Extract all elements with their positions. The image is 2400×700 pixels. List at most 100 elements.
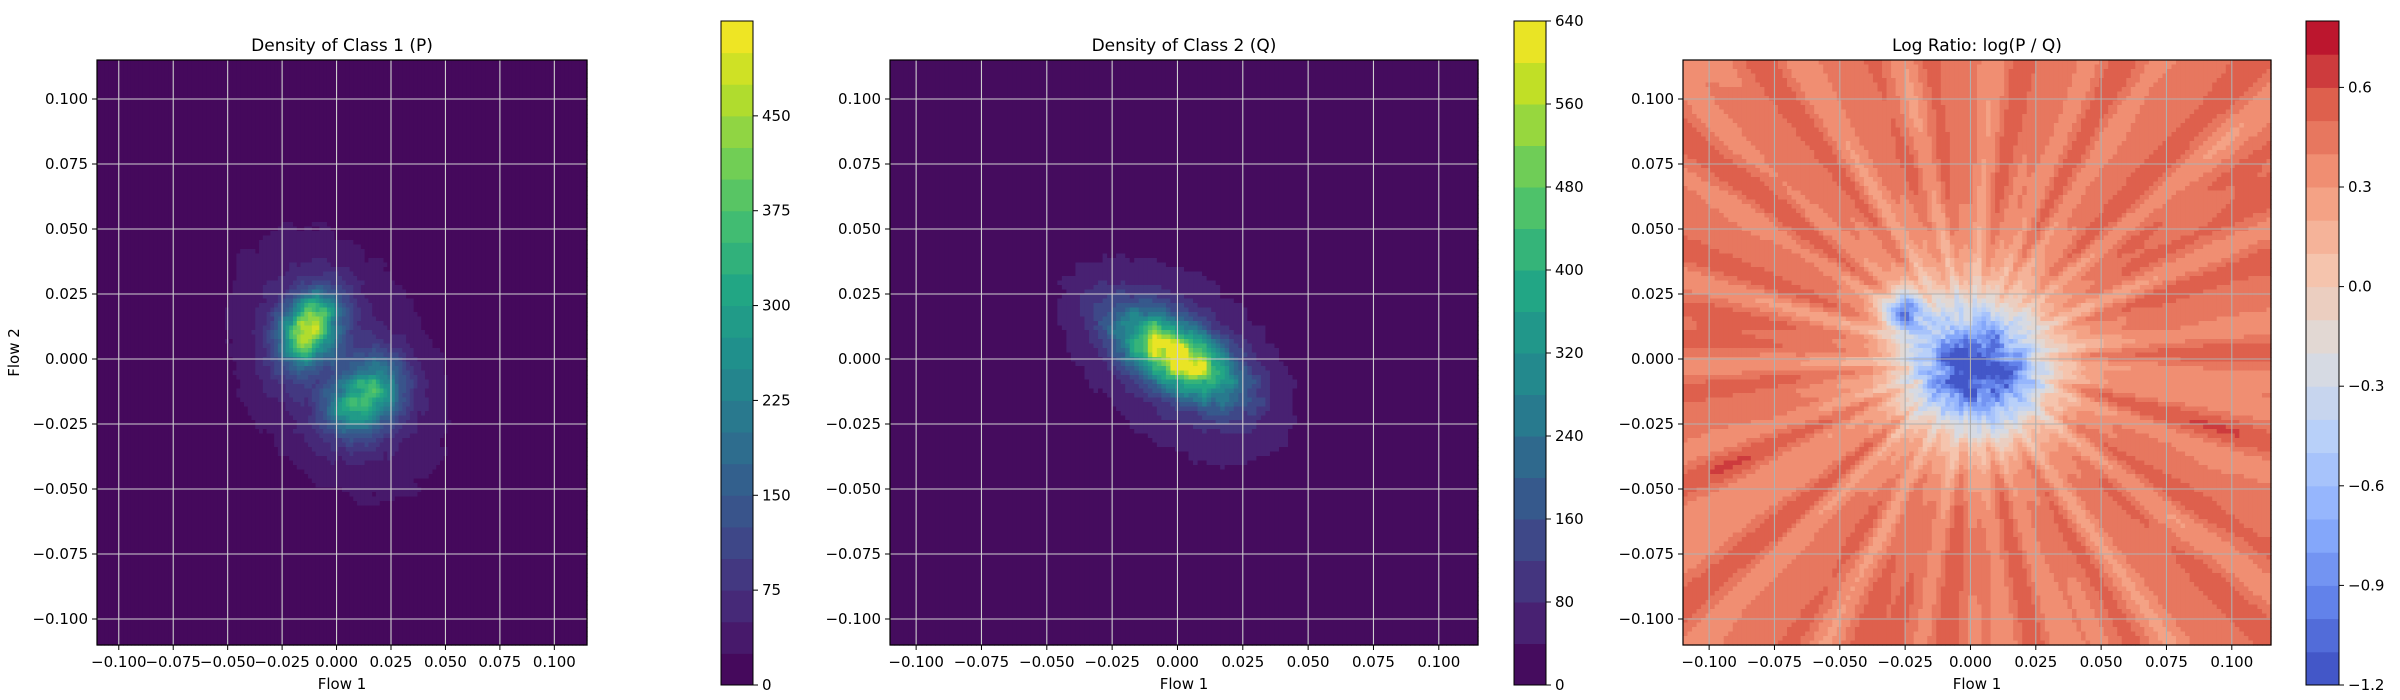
heatmap-cell <box>289 141 293 146</box>
heatmap-cell <box>203 83 207 88</box>
heatmap-cell <box>410 146 414 151</box>
heatmap-cell <box>512 65 516 70</box>
heatmap-cell <box>357 141 361 146</box>
heatmap-cell <box>285 173 289 178</box>
heatmap-cell <box>191 150 195 155</box>
heatmap-cell <box>338 74 342 79</box>
heatmap-cell <box>184 78 188 83</box>
heatmap-cell <box>270 69 274 74</box>
heatmap-cell <box>512 110 516 115</box>
heatmap-cell <box>289 155 293 160</box>
heatmap-cell <box>304 137 308 142</box>
heatmap-cell <box>221 60 225 65</box>
heatmap-cell <box>402 128 406 133</box>
heatmap-cell <box>481 150 485 155</box>
heatmap-cell <box>195 119 199 124</box>
heatmap-cell <box>248 74 252 79</box>
heatmap-cell <box>259 65 263 70</box>
heatmap-cell <box>135 141 139 146</box>
heatmap-cell <box>459 78 463 83</box>
heatmap-cell <box>267 137 271 142</box>
heatmap-cell <box>549 150 553 155</box>
heatmap-cell <box>135 128 139 133</box>
heatmap-cell <box>293 173 297 178</box>
heatmap-cell <box>270 141 274 146</box>
heatmap-cell <box>350 132 354 137</box>
heatmap-cell <box>500 74 504 79</box>
heatmap-cell <box>549 119 553 124</box>
heatmap-cell <box>368 123 372 128</box>
heatmap-cell <box>150 92 154 97</box>
heatmap-cell <box>530 146 534 151</box>
heatmap-cell <box>357 114 361 119</box>
heatmap-cell <box>270 83 274 88</box>
heatmap-cell <box>504 78 508 83</box>
heatmap-cell <box>131 159 135 164</box>
heatmap-cell <box>523 110 527 115</box>
heatmap-cell <box>112 110 116 115</box>
heatmap-cell <box>312 69 316 74</box>
heatmap-cell <box>515 78 519 83</box>
heatmap-cell <box>410 114 414 119</box>
heatmap-cell <box>338 65 342 70</box>
heatmap-cell <box>561 87 565 92</box>
heatmap-cell <box>429 114 433 119</box>
heatmap-cell <box>120 78 124 83</box>
heatmap-cell <box>361 123 365 128</box>
heatmap-cell <box>549 69 553 74</box>
heatmap-cell <box>138 137 142 142</box>
heatmap-cell <box>466 128 470 133</box>
heatmap-cell <box>316 123 320 128</box>
heatmap-cell <box>131 105 135 110</box>
heatmap-cell <box>485 105 489 110</box>
heatmap-cell <box>236 83 240 88</box>
heatmap-cell <box>342 146 346 151</box>
heatmap-cell <box>530 150 534 155</box>
heatmap-cell <box>297 173 301 178</box>
heatmap-cell <box>485 83 489 88</box>
heatmap-cell <box>346 119 350 124</box>
heatmap-cell <box>331 65 335 70</box>
heatmap-cell <box>504 74 508 79</box>
heatmap-cell <box>214 128 218 133</box>
heatmap-cell <box>285 123 289 128</box>
heatmap-cell <box>165 114 169 119</box>
heatmap-cell <box>546 105 550 110</box>
heatmap-cell <box>270 78 274 83</box>
heatmap-cell <box>361 168 365 173</box>
heatmap-cell <box>248 159 252 164</box>
heatmap-cell <box>323 168 327 173</box>
heatmap-cell <box>135 168 139 173</box>
heatmap-cell <box>248 128 252 133</box>
heatmap-cell <box>425 69 429 74</box>
heatmap-cell <box>210 159 214 164</box>
heatmap-cell <box>218 87 222 92</box>
heatmap-cell <box>342 105 346 110</box>
heatmap-cell <box>451 119 455 124</box>
heatmap-cell <box>203 141 207 146</box>
heatmap-cell <box>105 141 109 146</box>
heatmap-cell <box>549 105 553 110</box>
heatmap-cell <box>538 168 542 173</box>
heatmap-cell <box>236 74 240 79</box>
heatmap-cell <box>274 150 278 155</box>
heatmap-cell <box>421 105 425 110</box>
heatmap-cell <box>214 83 218 88</box>
heatmap-cell <box>410 119 414 124</box>
heatmap-cell <box>383 168 387 173</box>
heatmap-cell <box>135 137 139 142</box>
heatmap-cell <box>470 65 474 70</box>
heatmap-cell <box>191 87 195 92</box>
heatmap-cell <box>402 146 406 151</box>
heatmap-cell <box>561 123 565 128</box>
heatmap-cell <box>568 150 572 155</box>
heatmap-cell <box>97 137 101 142</box>
heatmap-cell <box>508 123 512 128</box>
heatmap-cell <box>187 101 191 106</box>
heatmap-cell <box>564 78 568 83</box>
heatmap-cell <box>429 123 433 128</box>
heatmap-cell <box>500 78 504 83</box>
heatmap-cell <box>142 60 146 65</box>
panel-density-class-1: −0.100−0.075−0.050−0.025 0.000 0.025 0.050 0… <box>5 21 791 694</box>
heatmap-cell <box>489 110 493 115</box>
